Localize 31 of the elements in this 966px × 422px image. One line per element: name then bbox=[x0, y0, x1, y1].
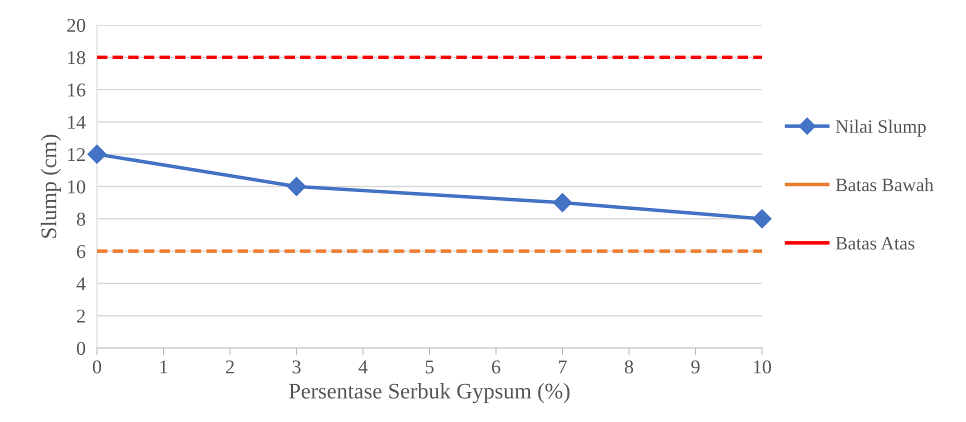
y-tick-label: 6 bbox=[77, 244, 86, 258]
y-tick-label: 8 bbox=[76, 212, 86, 226]
y-tick-label: 18 bbox=[68, 51, 86, 64]
x-tick-label: 8 bbox=[624, 360, 634, 374]
x-axis-title: Persentase Serbuk Gypsum (%) bbox=[289, 382, 570, 404]
point bbox=[552, 193, 572, 212]
x-tick-label: 0 bbox=[92, 360, 102, 374]
legend-label: Nilai Slump bbox=[836, 120, 926, 137]
y-tick-label: 4 bbox=[76, 277, 86, 290]
point bbox=[752, 209, 772, 228]
x-tick-label: 4 bbox=[358, 360, 368, 374]
x-tick-label: 5 bbox=[426, 360, 434, 374]
x-tick-label: 1 bbox=[160, 360, 168, 374]
y-tick-label: 16 bbox=[68, 83, 86, 97]
legend-label: Batas Atas bbox=[836, 237, 914, 250]
y-tick-label: 14 bbox=[68, 116, 86, 129]
x-tick-label: 9 bbox=[691, 360, 700, 374]
y-tick-label: 12 bbox=[68, 148, 85, 161]
y-tick-label: 2 bbox=[77, 310, 85, 322]
x-tick-label: 10 bbox=[754, 360, 771, 374]
y-tick-label: 0 bbox=[76, 342, 86, 355]
point bbox=[286, 176, 306, 196]
y-tick-label: 10 bbox=[68, 180, 86, 194]
x-tick-label: 2 bbox=[226, 360, 234, 374]
y-axis-title: Slump (cm) bbox=[40, 134, 61, 238]
x-tick-label: 3 bbox=[292, 360, 301, 374]
legend-label: Batas Bawah bbox=[836, 178, 934, 192]
x-tick-label: 6 bbox=[492, 360, 500, 374]
y-tick-label: 20 bbox=[67, 18, 86, 32]
point bbox=[87, 144, 107, 164]
x-tick-label: 7 bbox=[558, 360, 567, 374]
